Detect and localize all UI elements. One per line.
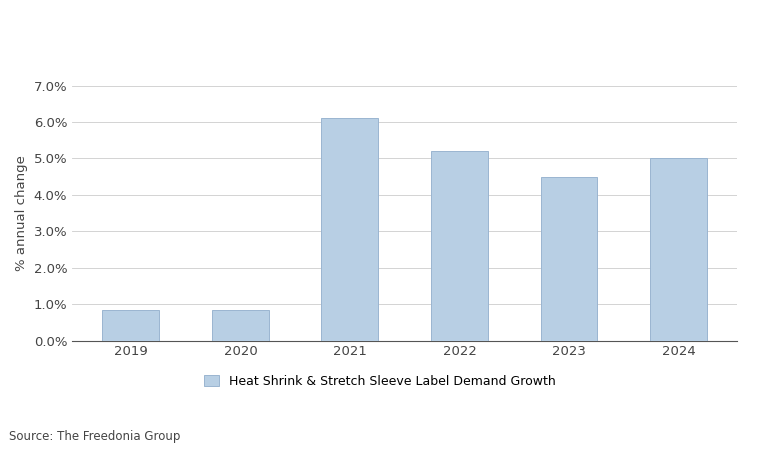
Bar [431, 151, 488, 341]
Text: ®: ® [692, 40, 699, 49]
Bar [321, 119, 378, 341]
Bar [212, 309, 269, 341]
Legend: Heat Shrink & Stretch Sleeve Label Demand Growth: Heat Shrink & Stretch Sleeve Label Deman… [199, 370, 561, 393]
Text: Source: The Freedonia Group: Source: The Freedonia Group [9, 430, 180, 443]
Y-axis label: % annual change: % annual change [15, 155, 28, 271]
Bar [540, 177, 597, 341]
Text: Freedonia: Freedonia [600, 48, 673, 61]
Bar [103, 309, 160, 341]
Text: Figure 2-2  |  Annual Heat Shrink & Stretch Sleeve Label Demand, 2019 – 2024 (% : Figure 2-2 | Annual Heat Shrink & Stretc… [8, 12, 694, 25]
Bar [650, 158, 707, 341]
